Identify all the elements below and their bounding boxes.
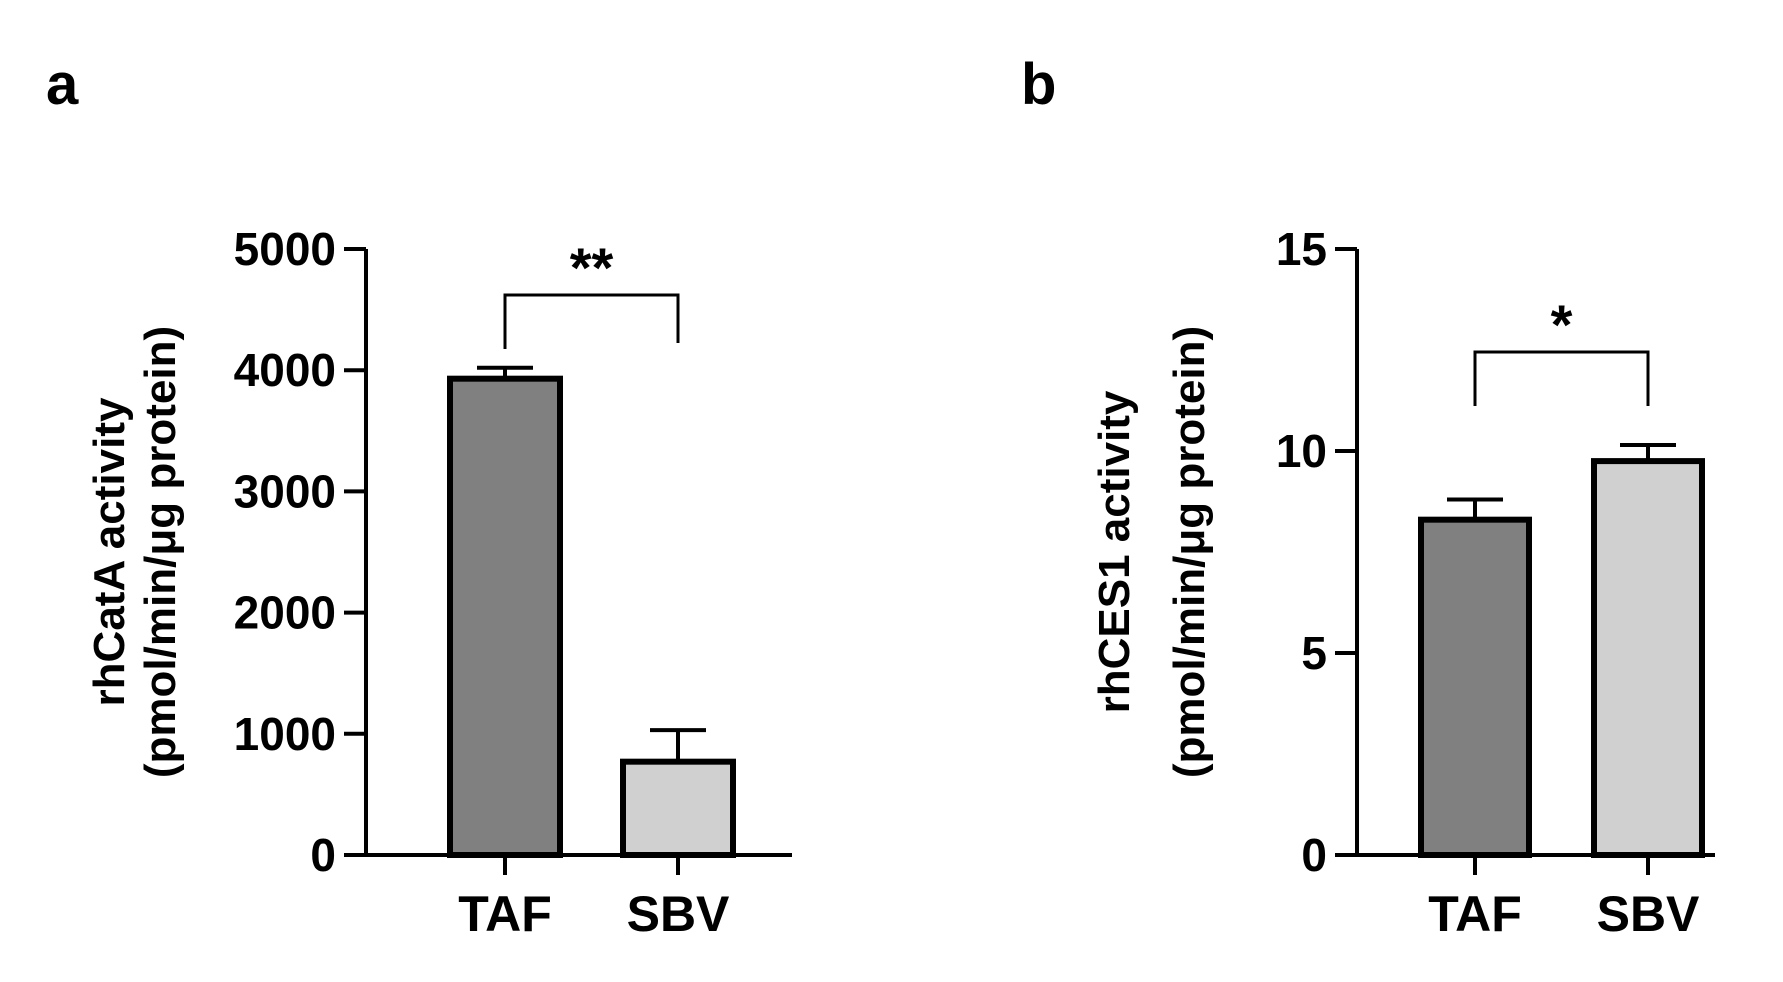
- y-tick-label: 0: [310, 829, 336, 881]
- significance-bracket: [503, 293, 680, 349]
- x-tick-label: SBV: [627, 886, 730, 942]
- y-tick-label: 2000: [234, 587, 336, 639]
- significance-label: *: [1551, 293, 1573, 356]
- panel-label: b: [1021, 52, 1056, 117]
- y-tick-label: 1000: [234, 708, 336, 760]
- y-axis-label: (pmol/min/μg protein): [1165, 326, 1214, 778]
- y-axis-label: (pmol/min/μg protein): [136, 326, 185, 778]
- y-tick-label: 5: [1301, 627, 1327, 679]
- x-tick-label: SBV: [1597, 886, 1700, 942]
- significance-label: **: [570, 236, 614, 299]
- y-tick-label: 4000: [234, 344, 336, 396]
- x-tick-label: TAF: [458, 886, 551, 942]
- y-tick-label: 3000: [234, 465, 336, 517]
- y-axis-label: rhCatA activity: [85, 397, 134, 706]
- y-tick-label: 10: [1276, 425, 1327, 477]
- significance-bracket: [1473, 350, 1650, 406]
- bar: [1418, 516, 1532, 858]
- y-tick-label: 0: [1301, 829, 1327, 881]
- y-tick-label: 15: [1276, 223, 1327, 275]
- x-tick-label: TAF: [1428, 886, 1521, 942]
- bar: [447, 375, 563, 858]
- y-axis-label: rhCES1 activity: [1090, 390, 1139, 713]
- bar: [620, 758, 736, 859]
- panel-label: a: [46, 52, 79, 117]
- bar: [1591, 458, 1705, 858]
- y-tick-label: 5000: [234, 223, 336, 275]
